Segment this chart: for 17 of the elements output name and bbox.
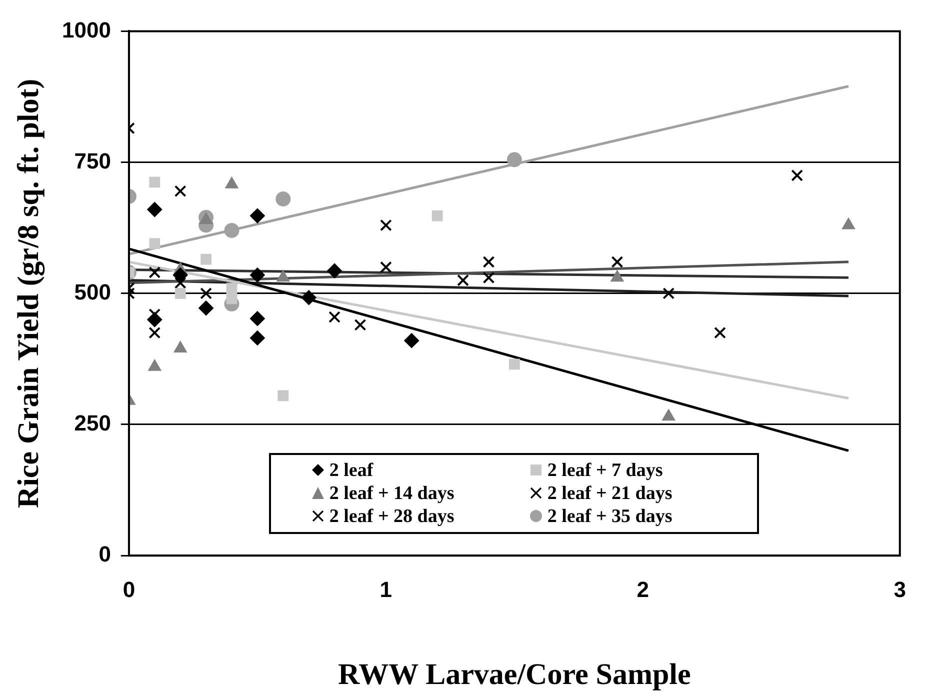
legend-label: 2 leaf + 7 days bbox=[547, 460, 663, 481]
x-tick-label: 1 bbox=[380, 576, 392, 602]
legend-label: 2 leaf bbox=[329, 460, 374, 481]
x-tick-label: 2 bbox=[636, 576, 650, 602]
y-axis-title: Rice Grain Yield (gr/8 sq. ft. plot) bbox=[12, 78, 45, 508]
legend-label: 2 leaf + 35 days bbox=[547, 506, 672, 527]
legend-label: 2 leaf + 14 days bbox=[329, 482, 454, 504]
y-tick-label: 500 bbox=[74, 279, 111, 304]
y-tick-label: 250 bbox=[74, 410, 111, 436]
y-tick-label: 0 bbox=[98, 542, 111, 567]
x-tick-label: 3 bbox=[894, 576, 906, 602]
y-tick-label: 1000 bbox=[62, 17, 111, 42]
legend-label: 2 leaf + 28 days bbox=[329, 506, 454, 527]
x-tick-label: 0 bbox=[122, 576, 136, 602]
y-tick-label: 750 bbox=[74, 148, 111, 174]
legend-label: 2 leaf + 21 days bbox=[547, 482, 672, 504]
x-axis-title: RWW Larvae/Core Sample bbox=[338, 658, 691, 691]
